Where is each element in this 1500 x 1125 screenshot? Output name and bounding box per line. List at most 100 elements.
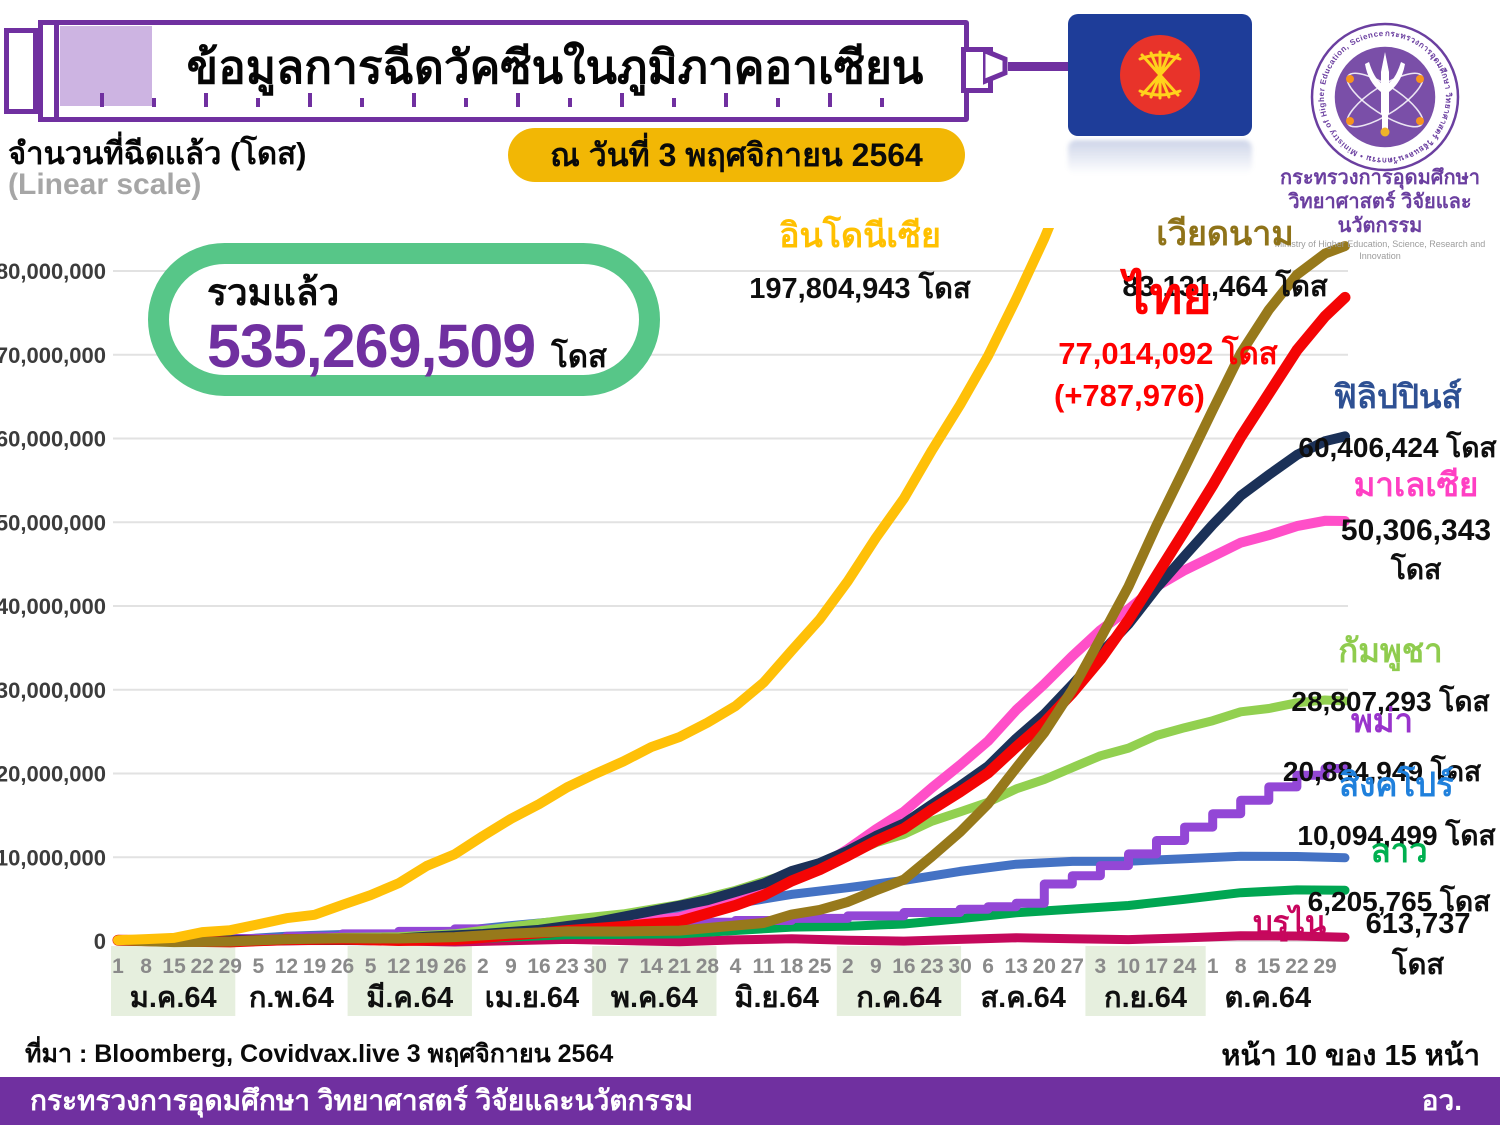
label-brunei: บรูไน 613,737 โดส	[1253, 897, 1500, 987]
x-month-label: ส.ค.64	[980, 982, 1065, 1014]
month-band	[592, 946, 717, 1016]
x-day-tick: 15	[1257, 955, 1281, 978]
country-value: 28,807,293 โดส	[1291, 686, 1490, 717]
country-value: 60,406,424 โดส	[1298, 432, 1497, 463]
x-day-tick: 27	[1061, 955, 1084, 978]
x-month-label: ม.ค.64	[130, 982, 217, 1014]
y-tick-label: 70,000,000	[0, 343, 106, 368]
label-myanmar: พม่า 20,884,949 โดส	[1268, 694, 1496, 794]
ministry-name-english: Ministry of Higher Education, Science, R…	[1274, 239, 1486, 261]
x-day-tick: 3	[1095, 955, 1107, 978]
x-day-tick: 26	[331, 955, 354, 978]
x-day-tick: 5	[252, 955, 264, 978]
x-day-tick: 28	[696, 955, 720, 978]
x-day-tick: 9	[505, 955, 517, 978]
label-philippines: ฟิลิปปินส์ 60,406,424 โดส	[1290, 370, 1500, 470]
y-tick-label: 0	[94, 929, 106, 954]
syringe-plunger-icon	[4, 28, 38, 114]
country-name: ไทย	[1124, 268, 1212, 324]
ministry-name-line1: กระทรวงการอุดมศึกษา	[1280, 167, 1480, 189]
country-value: 50,306,343	[1340, 514, 1492, 547]
month-band	[836, 946, 962, 1016]
x-day-tick: 21	[668, 955, 692, 978]
x-day-tick: 2	[842, 955, 854, 978]
country-value: 197,804,943 โดส	[749, 273, 971, 305]
x-day-tick: 29	[219, 955, 242, 978]
syringe-fill-icon	[60, 26, 152, 106]
x-day-tick: 25	[808, 955, 832, 978]
x-day-tick: 22	[1285, 955, 1308, 978]
x-month-label: ต.ค.64	[1224, 982, 1311, 1014]
syringe-needle-taper-icon	[983, 47, 1008, 85]
label-indonesia: อินโดนีเซีย 197,804,943 โดส	[735, 208, 985, 311]
total-label: รวมแล้ว	[207, 272, 340, 313]
x-day-tick: 9	[870, 955, 882, 978]
series-myanmar	[113, 761, 1350, 946]
y-tick-label: 60,000,000	[0, 427, 106, 452]
as-of-date-badge: ณ วันที่ 3 พฤศจิกายน 2564	[508, 128, 965, 182]
country-name: มาเลเซีย	[1353, 466, 1479, 503]
page-title: ข้อมูลการฉีดวัคซีนในภูมิภาคอาเซียน	[186, 41, 924, 93]
x-day-tick: 5	[365, 955, 377, 978]
x-day-tick: 15	[162, 955, 186, 978]
total-value: 535,269,509	[207, 312, 536, 380]
month-band	[1085, 946, 1206, 1016]
x-day-tick: 23	[920, 955, 943, 978]
country-name: บรูไน	[1253, 905, 1327, 940]
country-name: ฟิลิปปินส์	[1333, 378, 1462, 415]
x-month-label: ก.พ.64	[249, 982, 334, 1014]
x-day-tick: 8	[140, 955, 152, 978]
country-name: สิงคโปร์	[1339, 766, 1454, 803]
x-day-tick: 7	[617, 955, 629, 978]
label-singapore: สิงคโปร์ 10,094,499 โดส	[1293, 758, 1500, 858]
y-axis-subtitle: (Linear scale)	[8, 168, 202, 201]
label-thailand: ไทย 77,014,092 โดส (+787,976)	[1048, 268, 1288, 414]
x-month-label: เม.ย.64	[485, 982, 579, 1014]
x-month-label: มี.ค.64	[366, 982, 453, 1014]
x-day-tick: 4	[730, 955, 742, 978]
x-day-tick: 12	[275, 955, 298, 978]
country-unit: โดส	[1390, 554, 1442, 585]
x-day-tick: 29	[1313, 955, 1336, 978]
x-day-tick: 2	[477, 955, 489, 978]
syringe-needle-icon	[1008, 62, 1070, 71]
x-day-tick: 19	[415, 955, 438, 978]
x-month-label: ก.ย.64	[1104, 982, 1187, 1014]
footer-bar: กระทรวงการอุดมศึกษา วิทยาศาสตร์ วิจัยและ…	[0, 1077, 1500, 1125]
series-vietnam	[113, 241, 1350, 948]
ministry-seal-logo: กระทรวงการอุดมศึกษา วิทยาศาสตร์ วิจัยและ…	[1310, 22, 1460, 172]
footer-abbreviation: อว.	[1421, 1085, 1462, 1116]
series-indonesia	[113, 228, 1055, 946]
x-day-tick: 1	[1207, 955, 1219, 978]
x-day-tick: 8	[1235, 955, 1247, 978]
syringe-scale-ticks-icon	[152, 98, 912, 107]
x-day-tick: 17	[1145, 955, 1168, 978]
source-citation: ที่มา : Bloomberg, Covidvax.live 3 พฤศจิ…	[25, 1040, 614, 1068]
y-tick-label: 40,000,000	[0, 594, 106, 619]
x-month-label: มิ.ย.64	[734, 982, 818, 1014]
x-day-tick: 30	[584, 955, 607, 978]
label-cambodia: กัมพูชา 28,807,293 โดส	[1283, 624, 1498, 724]
country-value: 83,131,464 โดส	[1122, 271, 1328, 303]
month-band	[347, 946, 472, 1016]
x-day-tick: 18	[780, 955, 804, 978]
country-value: 6,205,765 โดส	[1307, 886, 1491, 917]
y-tick-label: 30,000,000	[0, 678, 106, 703]
total-doses-badge: รวมแล้ว 535,269,509 โดส	[148, 243, 660, 396]
x-day-tick: 13	[1005, 955, 1028, 978]
country-value: 77,014,092 โดส	[1058, 336, 1278, 371]
asean-flag-reflection	[1068, 140, 1252, 174]
x-month-label: ก.ค.64	[856, 982, 941, 1014]
y-tick-label: 10,000,000	[0, 845, 106, 870]
x-day-tick: 20	[1033, 955, 1056, 978]
x-day-tick: 26	[443, 955, 466, 978]
x-day-tick: 24	[1173, 955, 1197, 978]
country-name: กัมพูชา	[1338, 632, 1443, 669]
label-laos: ลาว 6,205,765 โดส	[1298, 824, 1500, 924]
y-tick-label: 80,000,000	[0, 259, 106, 284]
x-day-tick: 12	[387, 955, 410, 978]
country-daily-delta: (+787,976)	[1054, 378, 1205, 413]
x-day-tick: 16	[527, 955, 550, 978]
month-band	[111, 946, 236, 1016]
